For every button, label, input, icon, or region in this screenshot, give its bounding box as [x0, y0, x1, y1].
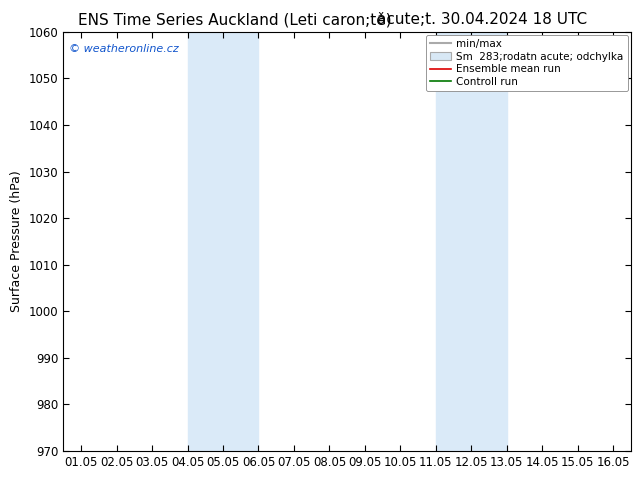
Bar: [188, 32, 259, 451]
Y-axis label: Surface Pressure (hPa): Surface Pressure (hPa): [10, 171, 23, 312]
Text: © weatheronline.cz: © weatheronline.cz: [69, 45, 179, 54]
Text: ENS Time Series Auckland (Leti caron;tě): ENS Time Series Auckland (Leti caron;tě): [78, 12, 391, 28]
Bar: [436, 32, 507, 451]
Legend: min/max, Sm  283;rodatn acute; odchylka, Ensemble mean run, Controll run: min/max, Sm 283;rodatn acute; odchylka, …: [426, 35, 628, 91]
Text: acute;t. 30.04.2024 18 UTC: acute;t. 30.04.2024 18 UTC: [377, 12, 587, 27]
